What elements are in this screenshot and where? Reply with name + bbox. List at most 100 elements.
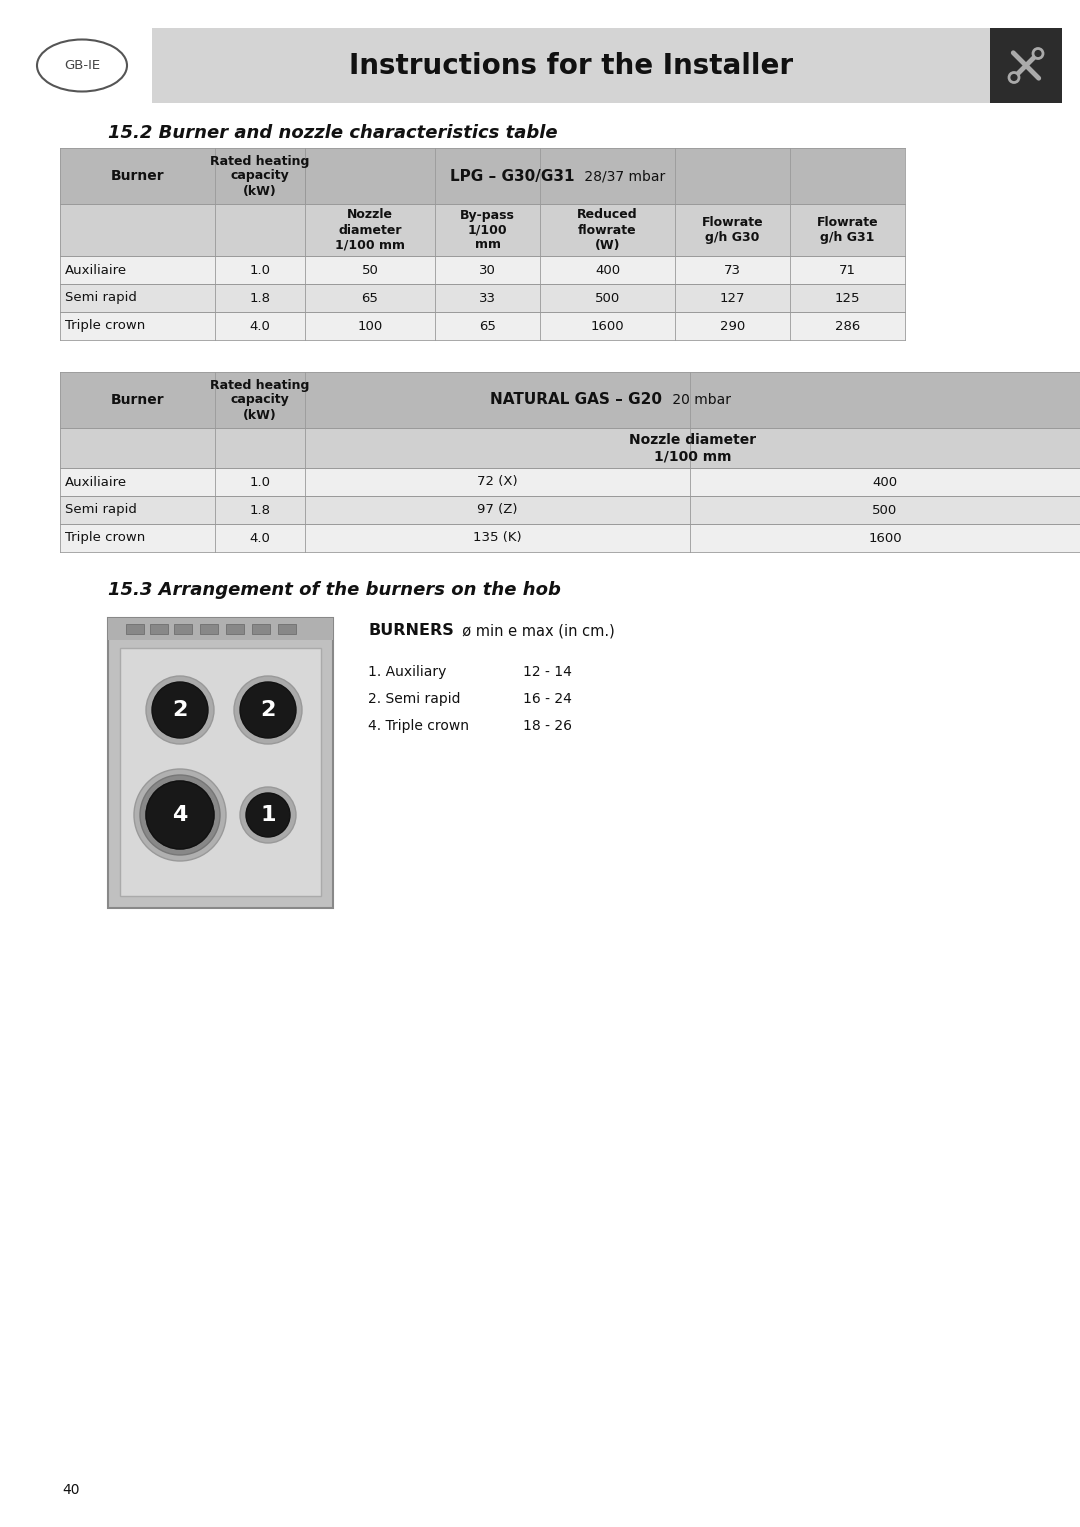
Text: Rated heating
capacity
(kW): Rated heating capacity (kW) [211, 379, 310, 421]
Bar [435, 257, 540, 284]
Text: 40: 40 [62, 1483, 80, 1496]
Bar [305, 428, 1080, 467]
Bar [60, 257, 215, 284]
Text: 4.0: 4.0 [249, 531, 270, 545]
Text: 65: 65 [480, 319, 496, 333]
Bar [60, 496, 215, 524]
Circle shape [146, 676, 214, 744]
Text: 65: 65 [362, 292, 378, 304]
Text: Burner: Burner [110, 392, 164, 408]
Bar [305, 496, 690, 524]
Text: 286: 286 [835, 319, 860, 333]
Bar [789, 312, 905, 341]
Text: 33: 33 [480, 292, 496, 304]
Bar [108, 618, 333, 640]
Bar [215, 257, 305, 284]
Bar [60, 428, 215, 467]
Bar [60, 312, 215, 341]
Bar [120, 647, 321, 896]
Text: 15.2 Burner and nozzle characteristics table: 15.2 Burner and nozzle characteristics t… [108, 124, 557, 142]
Circle shape [240, 683, 296, 738]
Bar [305, 257, 435, 284]
Text: Auxiliaire: Auxiliaire [65, 264, 127, 276]
Bar [305, 205, 435, 257]
Bar [305, 148, 905, 205]
Text: Reduced
flowrate
(W): Reduced flowrate (W) [577, 209, 638, 252]
Bar [215, 284, 305, 312]
Circle shape [134, 770, 226, 861]
Text: 125: 125 [835, 292, 861, 304]
Bar [215, 312, 305, 341]
Text: 1.8: 1.8 [249, 292, 270, 304]
Bar [215, 496, 305, 524]
Text: 30: 30 [480, 264, 496, 276]
Bar [108, 618, 333, 909]
Circle shape [246, 793, 291, 837]
Text: 400: 400 [595, 264, 620, 276]
Text: Auxiliaire: Auxiliaire [65, 475, 127, 489]
Text: 500: 500 [595, 292, 620, 304]
Bar [305, 373, 1080, 428]
Text: By-pass
1/100
mm: By-pass 1/100 mm [460, 209, 515, 252]
Text: NATURAL GAS – G20: NATURAL GAS – G20 [490, 392, 662, 408]
Text: 290: 290 [720, 319, 745, 333]
Text: 1.8: 1.8 [249, 504, 270, 516]
Text: Flowrate
g/h G31: Flowrate g/h G31 [816, 215, 878, 244]
Text: 1: 1 [260, 805, 275, 825]
Bar [435, 205, 540, 257]
Bar [152, 27, 990, 102]
Text: 20 mbar: 20 mbar [667, 392, 730, 408]
Bar [540, 205, 675, 257]
Text: 500: 500 [873, 504, 897, 516]
Text: Triple crown: Triple crown [65, 319, 145, 333]
Text: 72 (X): 72 (X) [477, 475, 517, 489]
Bar [252, 625, 270, 634]
Circle shape [234, 676, 302, 744]
Text: Nozzle
diameter
1/100 mm: Nozzle diameter 1/100 mm [335, 209, 405, 252]
Bar [305, 467, 690, 496]
Circle shape [146, 780, 214, 849]
Circle shape [140, 776, 220, 855]
Bar [60, 205, 215, 257]
Text: 135 (K): 135 (K) [473, 531, 522, 545]
Bar [200, 625, 218, 634]
Bar [60, 284, 215, 312]
Text: GB-IE: GB-IE [64, 60, 100, 72]
Text: 1600: 1600 [868, 531, 902, 545]
Text: 2. Semi rapid: 2. Semi rapid [368, 692, 460, 705]
Bar [789, 284, 905, 312]
Text: 127: 127 [719, 292, 745, 304]
Bar [540, 284, 675, 312]
Text: 4.0: 4.0 [249, 319, 270, 333]
Bar [305, 524, 690, 551]
Bar [675, 284, 789, 312]
Text: 12 - 14: 12 - 14 [523, 664, 572, 680]
Text: 18 - 26: 18 - 26 [523, 719, 572, 733]
Text: 400: 400 [873, 475, 897, 489]
Bar [215, 467, 305, 496]
Text: ø min e max (in cm.): ø min e max (in cm.) [453, 623, 615, 638]
Bar [789, 257, 905, 284]
Circle shape [152, 683, 208, 738]
Bar [305, 312, 435, 341]
Bar [540, 312, 675, 341]
Bar [305, 284, 435, 312]
Text: Nozzle diameter
1/100 mm: Nozzle diameter 1/100 mm [629, 432, 756, 463]
Text: 2: 2 [173, 699, 188, 721]
Circle shape [146, 780, 214, 849]
Bar [215, 373, 305, 428]
Text: BURNERS: BURNERS [368, 623, 454, 638]
Circle shape [240, 786, 296, 843]
Text: 71: 71 [839, 264, 856, 276]
Bar [215, 148, 305, 205]
Text: LPG – G30/G31: LPG – G30/G31 [450, 168, 575, 183]
Text: Triple crown: Triple crown [65, 531, 145, 545]
Text: Instructions for the Installer: Instructions for the Installer [349, 52, 793, 79]
Text: 16 - 24: 16 - 24 [523, 692, 572, 705]
Text: 73: 73 [724, 264, 741, 276]
Circle shape [1032, 49, 1043, 58]
Bar [150, 625, 168, 634]
Bar [60, 524, 215, 551]
Bar [126, 625, 144, 634]
Bar [174, 625, 192, 634]
